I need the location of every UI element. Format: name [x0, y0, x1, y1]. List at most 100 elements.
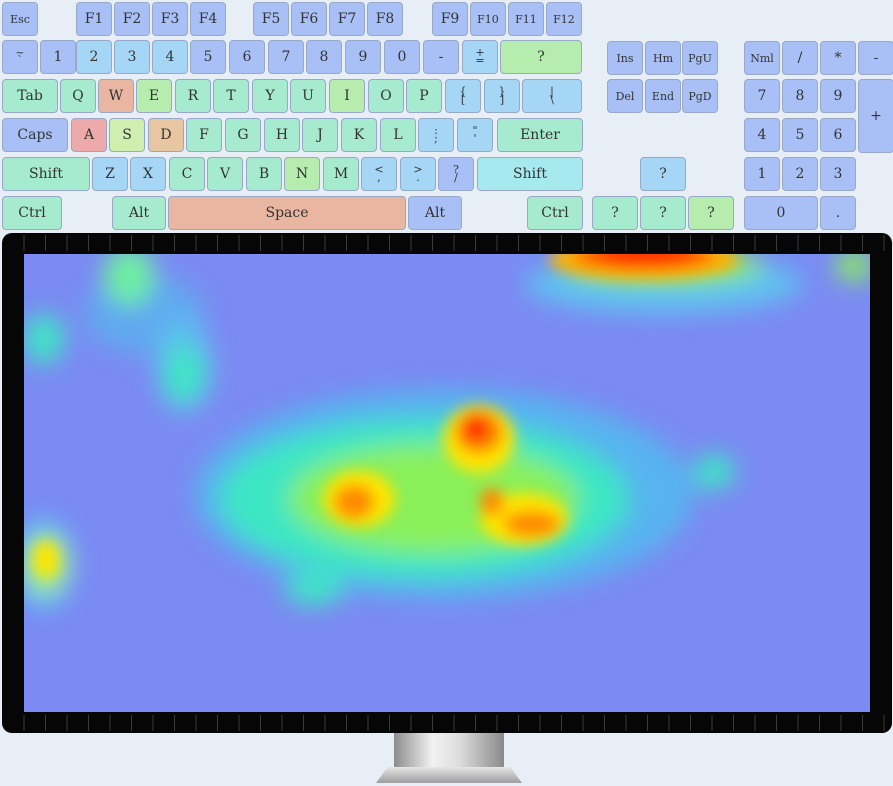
key-rshift[interactable]: Shift — [477, 157, 583, 191]
key-7[interactable]: 7 — [268, 40, 304, 74]
key-y[interactable]: Y — [252, 79, 288, 113]
key-n[interactable]: N — [284, 157, 320, 191]
key-right[interactable]: ? — [688, 196, 734, 230]
key-space[interactable]: Space — [168, 196, 406, 230]
key-p[interactable]: P — [406, 79, 442, 113]
key-f3[interactable]: F3 — [152, 2, 188, 36]
key-1[interactable]: 1 — [40, 40, 76, 74]
key-l[interactable]: L — [380, 118, 416, 152]
key-f4[interactable]: F4 — [190, 2, 226, 36]
key-num1[interactable]: 1 — [744, 157, 780, 191]
key-a[interactable]: A — [71, 118, 107, 152]
key-o[interactable]: O — [368, 79, 404, 113]
key-end[interactable]: End — [645, 79, 681, 113]
key-num6[interactable]: 6 — [820, 118, 856, 152]
key-f6[interactable]: F6 — [291, 2, 327, 36]
key-caps[interactable]: Caps — [2, 118, 68, 152]
key-nummul[interactable]: * — [820, 41, 856, 75]
key-num7[interactable]: 7 — [744, 79, 780, 113]
key-f11[interactable]: F11 — [508, 2, 544, 36]
key-enter[interactable]: Enter — [497, 118, 583, 152]
key-0[interactable]: 0 — [384, 40, 420, 74]
key-z[interactable]: Z — [92, 157, 128, 191]
key-v[interactable]: V — [207, 157, 243, 191]
key-backslash[interactable]: | \ — [522, 79, 582, 113]
key-numlock[interactable]: Nml — [744, 41, 780, 75]
key-up[interactable]: ? — [640, 157, 686, 191]
key-q[interactable]: Q — [60, 79, 96, 113]
key-g[interactable]: G — [225, 118, 261, 152]
key-f7[interactable]: F7 — [329, 2, 365, 36]
key-period[interactable]: >. — [400, 157, 436, 191]
key-num2[interactable]: 2 — [782, 157, 818, 191]
key-w[interactable]: W — [98, 79, 134, 113]
key-2[interactable]: 2 — [76, 40, 112, 74]
key-f2[interactable]: F2 — [114, 2, 150, 36]
key-9[interactable]: 9 — [345, 40, 381, 74]
key-f12[interactable]: F12 — [546, 2, 582, 36]
key-lshift[interactable]: Shift — [2, 157, 90, 191]
key-num0[interactable]: 0 — [744, 196, 818, 230]
key-numdot[interactable]: . — [820, 196, 856, 230]
key-f[interactable]: F — [186, 118, 222, 152]
key-rctrl[interactable]: Ctrl — [527, 196, 583, 230]
key-num8[interactable]: 8 — [782, 79, 818, 113]
key-ins[interactable]: Ins — [607, 41, 643, 75]
key-minus[interactable]: - — [423, 40, 459, 74]
key-f10[interactable]: F10 — [470, 2, 506, 36]
key-numsub[interactable]: - — [858, 41, 893, 75]
key-f8[interactable]: F8 — [367, 2, 403, 36]
key-s[interactable]: S — [109, 118, 145, 152]
key-semicolon[interactable]: :; — [418, 118, 454, 152]
key-e[interactable]: E — [136, 79, 172, 113]
key-num5[interactable]: 5 — [782, 118, 818, 152]
key-t[interactable]: T — [213, 79, 249, 113]
key-lalt[interactable]: Alt — [112, 196, 166, 230]
key-numdiv[interactable]: / — [782, 41, 818, 75]
key-label: F6 — [299, 11, 319, 27]
key-8[interactable]: 8 — [306, 40, 342, 74]
key-pgup[interactable]: PgU — [682, 41, 718, 75]
key-lbracket[interactable]: {[ — [445, 79, 481, 113]
key-4[interactable]: 4 — [152, 40, 188, 74]
key-backspace[interactable]: ? — [500, 40, 582, 74]
key-pgdn[interactable]: PgD — [682, 79, 718, 113]
key-rbracket[interactable]: }] — [484, 79, 520, 113]
key-label: 4 — [165, 49, 175, 65]
key-f9[interactable]: F9 — [432, 2, 468, 36]
key-k[interactable]: K — [341, 118, 377, 152]
key-numadd[interactable]: + — [858, 79, 893, 153]
key-b[interactable]: B — [246, 157, 282, 191]
key-h[interactable]: H — [264, 118, 300, 152]
key-u[interactable]: U — [290, 79, 326, 113]
key-num9[interactable]: 9 — [820, 79, 856, 113]
key-x[interactable]: X — [130, 157, 166, 191]
key-home[interactable]: Hm — [645, 41, 681, 75]
key-c[interactable]: C — [169, 157, 205, 191]
key-left[interactable]: ? — [592, 196, 638, 230]
key-comma[interactable]: <, — [361, 157, 397, 191]
key-tab[interactable]: Tab — [2, 79, 58, 113]
key-slash[interactable]: ? / — [438, 157, 474, 191]
key-5[interactable]: 5 — [190, 40, 226, 74]
key-r[interactable]: R — [175, 79, 211, 113]
key-equals[interactable]: + = — [462, 40, 498, 74]
key-down[interactable]: ? — [640, 196, 686, 230]
key-6[interactable]: 6 — [229, 40, 265, 74]
key-f1[interactable]: F1 — [76, 2, 112, 36]
key-num3[interactable]: 3 — [820, 157, 856, 191]
key-label: / — [454, 171, 458, 184]
key-m[interactable]: M — [323, 157, 359, 191]
key-ralt[interactable]: Alt — [408, 196, 462, 230]
key-quote[interactable]: " ' — [457, 118, 493, 152]
key-i[interactable]: I — [329, 79, 365, 113]
key-del[interactable]: Del — [607, 79, 643, 113]
key-j[interactable]: J — [302, 118, 338, 152]
key-lctrl[interactable]: Ctrl — [2, 196, 62, 230]
key-d[interactable]: D — [148, 118, 184, 152]
key-f5[interactable]: F5 — [253, 2, 289, 36]
key-num4[interactable]: 4 — [744, 118, 780, 152]
key-3[interactable]: 3 — [114, 40, 150, 74]
key-esc[interactable]: Esc — [2, 2, 38, 36]
key-backtick[interactable]: ~ ` — [2, 40, 38, 74]
